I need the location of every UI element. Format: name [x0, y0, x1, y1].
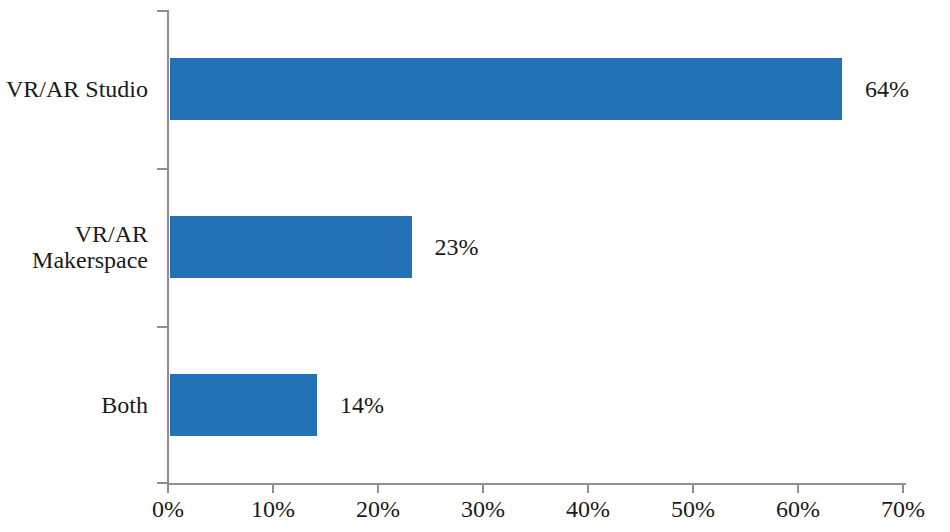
- x-axis-tick: [377, 485, 379, 493]
- bar-1: [170, 58, 842, 120]
- value-label-2: 23%: [435, 235, 479, 259]
- y-axis-tick: [157, 10, 167, 12]
- y-axis-line: [167, 10, 169, 486]
- x-tick-label-2: 10%: [223, 496, 323, 522]
- x-axis-tick: [692, 485, 694, 493]
- x-axis-tick: [902, 485, 904, 493]
- x-axis-tick: [797, 485, 799, 493]
- bar-chart: 64% VR/AR Studio 23% VR/AR Makerspace 14% Bot…: [0, 0, 950, 532]
- x-tick-label-4: 30%: [433, 496, 533, 522]
- x-axis-tick: [167, 485, 169, 493]
- x-tick-label-3: 20%: [328, 496, 428, 522]
- category-label-3: Both: [0, 392, 148, 418]
- x-axis-line: [167, 483, 906, 485]
- x-axis-tick: [272, 485, 274, 493]
- category-label-1: VR/AR Studio: [0, 76, 148, 102]
- x-tick-label-6: 50%: [643, 496, 743, 522]
- y-axis-tick: [157, 482, 167, 484]
- bar-3: [170, 374, 317, 436]
- x-tick-label-7: 60%: [748, 496, 848, 522]
- x-tick-label-8: 70%: [853, 496, 950, 522]
- category-label-2: VR/AR Makerspace: [0, 221, 148, 273]
- value-label-3: 14%: [340, 393, 384, 417]
- value-label-1: 64%: [865, 77, 909, 101]
- y-axis-tick: [157, 326, 167, 328]
- x-tick-label-1: 0%: [118, 496, 218, 522]
- y-axis-tick: [157, 168, 167, 170]
- x-tick-label-5: 40%: [538, 496, 638, 522]
- x-axis-tick: [482, 485, 484, 493]
- bar-2: [170, 216, 412, 278]
- x-axis-tick: [587, 485, 589, 493]
